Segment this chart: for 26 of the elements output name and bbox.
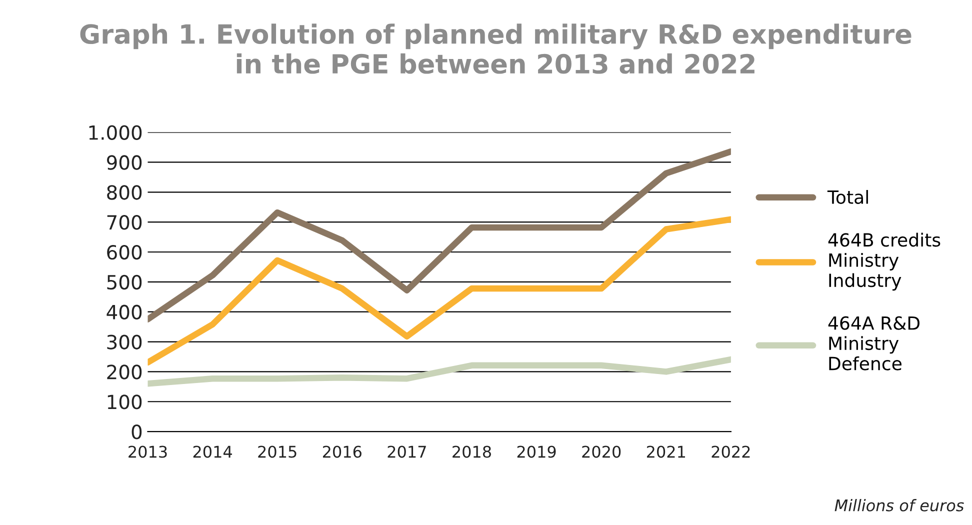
y-tick-label: 0 bbox=[132, 424, 142, 440]
x-tick-label: 2014 bbox=[193, 446, 232, 458]
x-tick-label: 2016 bbox=[322, 446, 362, 458]
y-tick-label: 100 bbox=[108, 394, 142, 410]
x-tick-label: 2018 bbox=[452, 446, 491, 458]
legend-label: 464A R&D Ministry Defence bbox=[828, 316, 920, 370]
legend-label: Total bbox=[827, 190, 868, 204]
x-tick-label: 2017 bbox=[388, 446, 426, 458]
x-tick-label: 2019 bbox=[517, 446, 556, 458]
y-tick-label: 800 bbox=[107, 185, 142, 200]
chart-title: Graph 1. Evolution of planned military R&D expenditure in the PGE between 2013 and 2022 bbox=[80, 24, 912, 74]
legend-label: 464B credits Ministry Industry bbox=[828, 232, 940, 291]
x-tick-label: 2022 bbox=[712, 446, 750, 458]
y-tick-label: 300 bbox=[107, 334, 142, 350]
y-tick-label: 500 bbox=[107, 274, 142, 290]
x-tick-label: 2015 bbox=[258, 446, 296, 458]
y-tick-label: 600 bbox=[107, 244, 142, 260]
y-tick-label: 700 bbox=[107, 215, 142, 230]
y-tick-label: 400 bbox=[106, 304, 142, 320]
y-tick-label: 900 bbox=[106, 155, 142, 170]
x-tick-label: 2013 bbox=[128, 446, 167, 458]
x-tick-label: 2021 bbox=[646, 446, 685, 458]
x-tick-label: 2020 bbox=[582, 446, 621, 458]
y-tick-label: 1.000 bbox=[89, 125, 142, 140]
text: Millions of euros bbox=[834, 499, 964, 512]
y-tick-label: 200 bbox=[107, 364, 142, 380]
